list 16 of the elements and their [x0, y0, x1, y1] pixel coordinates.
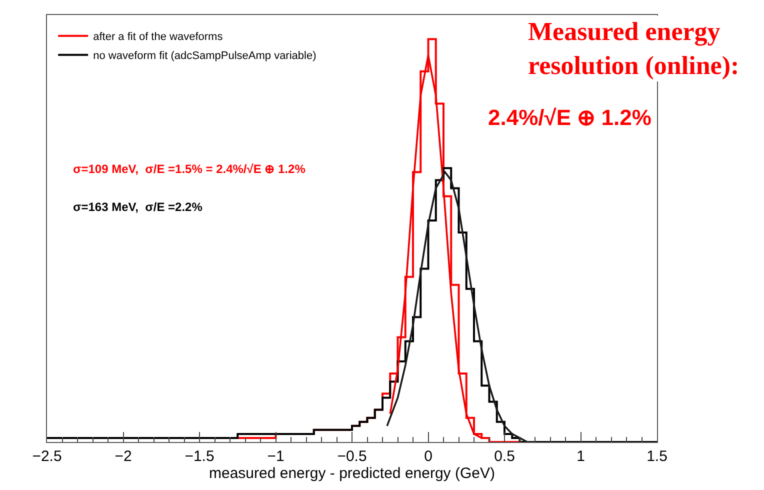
x-tick-label: 0.5 [494, 448, 515, 465]
x-tick-label: −0.5 [337, 448, 367, 465]
x-tick-label: −1 [267, 448, 284, 465]
x-tick-label: 1.5 [646, 448, 668, 465]
x-tick-label: 0 [424, 448, 432, 465]
x-tick-label: −1.5 [184, 448, 214, 465]
legend-label: no waveform fit (adcSampPulseAmp variable) [93, 50, 316, 62]
x-axis-title: measured energy - predicted energy (GeV) [209, 465, 495, 482]
x-tick-label: −2.5 [32, 448, 62, 465]
annotation: σ=109 MeV, σ/E =1.5% = 2.4%/√E ⊕ 1.2% [73, 162, 306, 176]
x-tick-label: 1 [576, 448, 585, 465]
annotation: σ=163 MeV, σ/E =2.2% [73, 200, 203, 214]
chart-title: Measured energy resolution (online): [528, 17, 740, 80]
x-tick-label: −2 [114, 448, 132, 465]
annotation: 2.4%/√E ⊕ 1.2% [488, 105, 652, 130]
legend-label: after a fit of the waveforms [93, 31, 224, 44]
